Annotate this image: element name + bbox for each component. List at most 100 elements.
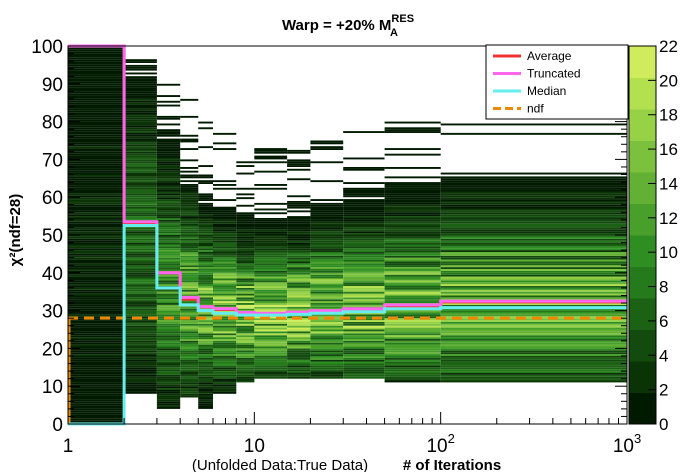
heatmap-cell <box>180 359 199 362</box>
heatmap-cell <box>68 270 125 273</box>
heatmap-cell <box>287 246 311 249</box>
heatmap-cell <box>124 172 157 175</box>
heatmap-cell <box>68 195 125 198</box>
heatmap-cell <box>198 338 213 341</box>
heatmap-cell <box>384 325 441 328</box>
heatmap-cell <box>254 161 288 164</box>
heatmap-cell <box>198 295 213 298</box>
heatmap-cell <box>68 231 125 234</box>
heatmap-cell <box>236 301 255 303</box>
heatmap-cell <box>68 132 125 135</box>
heatmap-cell <box>310 246 344 249</box>
heatmap-cell <box>440 225 627 228</box>
heatmap-cell <box>236 346 255 349</box>
heatmap-cell <box>124 356 157 358</box>
heatmap-cell <box>236 252 255 254</box>
heatmap-cell <box>287 321 311 324</box>
heatmap-cell <box>343 312 385 315</box>
heatmap-cell <box>180 191 199 194</box>
heatmap-cell <box>124 373 157 375</box>
heatmap-cell <box>180 380 199 383</box>
heatmap-cell <box>213 214 237 217</box>
heatmap-cell <box>384 342 441 345</box>
heatmap-cell <box>198 369 213 372</box>
heatmap-cell <box>384 204 441 207</box>
heatmap-cell <box>156 250 181 252</box>
heatmap-cell <box>68 151 125 154</box>
heatmap-cell <box>384 320 441 322</box>
heatmap-cell <box>384 329 441 332</box>
heatmap-cell <box>236 204 255 207</box>
heatmap-cell <box>213 263 237 266</box>
heatmap-cell <box>156 320 181 322</box>
heatmap-cell <box>68 206 125 209</box>
series-lines <box>67 44 627 426</box>
heatmap-cell <box>198 359 213 362</box>
heatmap-cell <box>343 346 385 349</box>
heatmap-cell <box>180 331 199 334</box>
heatmap-cell <box>156 246 181 249</box>
heatmap-cell <box>384 236 441 239</box>
heatmap-cell <box>213 373 237 375</box>
heatmap-cell <box>254 282 288 285</box>
heatmap-cell <box>68 401 125 404</box>
heatmap-cell <box>384 371 441 373</box>
heatmap-cell <box>384 272 441 275</box>
heatmap-cell <box>68 78 125 80</box>
heatmap-cell <box>310 278 344 281</box>
heatmap-cell <box>124 365 157 368</box>
heatmap-cell <box>384 267 441 269</box>
heatmap-cell <box>124 304 157 307</box>
heatmap-cell <box>68 325 125 328</box>
heatmap-cell <box>343 350 385 353</box>
heatmap-cell <box>310 248 344 251</box>
heatmap-cell <box>213 335 237 338</box>
heatmap-cell <box>68 199 125 201</box>
heatmap-cell <box>254 265 288 268</box>
heatmap-cell <box>384 244 441 247</box>
heatmap-cell <box>68 310 125 313</box>
heatmap-cell <box>343 335 385 338</box>
heatmap-cell <box>213 227 237 230</box>
heatmap-cell <box>384 357 441 360</box>
heatmap-cell <box>198 180 213 183</box>
heatmap-cell <box>198 235 213 237</box>
heatmap-cell <box>287 352 311 355</box>
heatmap-cell <box>68 408 125 411</box>
heatmap-cell <box>440 197 627 200</box>
heatmap-cell <box>440 354 627 356</box>
heatmap-cell <box>343 340 385 343</box>
heatmap-cell <box>384 263 441 266</box>
heatmap-cell <box>384 295 441 298</box>
heatmap-cell <box>156 384 181 387</box>
heatmap-cell <box>124 284 157 286</box>
heatmap-cell <box>124 236 157 239</box>
heatmap-cell <box>68 314 125 317</box>
heatmap-cell <box>213 291 237 294</box>
heatmap-cell <box>68 201 125 203</box>
heatmap-cell <box>68 333 125 336</box>
heatmap-cell <box>440 346 627 349</box>
heatmap-cell <box>156 227 181 230</box>
heatmap-cell <box>440 327 627 330</box>
heatmap-cell <box>68 259 125 262</box>
color-scale-band <box>629 109 656 141</box>
heatmap-cell <box>68 70 125 73</box>
heatmap-cell <box>198 354 213 356</box>
heatmap-cell <box>287 342 311 345</box>
heatmap-cell <box>287 286 311 288</box>
heatmap-cell <box>343 327 385 330</box>
heatmap-cell <box>180 218 199 220</box>
heatmap-cell <box>213 184 237 186</box>
heatmap-cell <box>198 193 213 196</box>
heatmap-cell <box>384 333 441 336</box>
heatmap-cell <box>198 174 213 177</box>
heatmap-cell <box>343 272 385 275</box>
heatmap-cell <box>254 338 288 341</box>
heatmap-cell <box>254 346 288 349</box>
heatmap-cell <box>287 236 311 239</box>
heatmap-cell <box>343 303 385 305</box>
heatmap-cell <box>156 312 181 315</box>
heatmap-cell <box>156 100 181 103</box>
color-scale-band <box>629 235 656 267</box>
